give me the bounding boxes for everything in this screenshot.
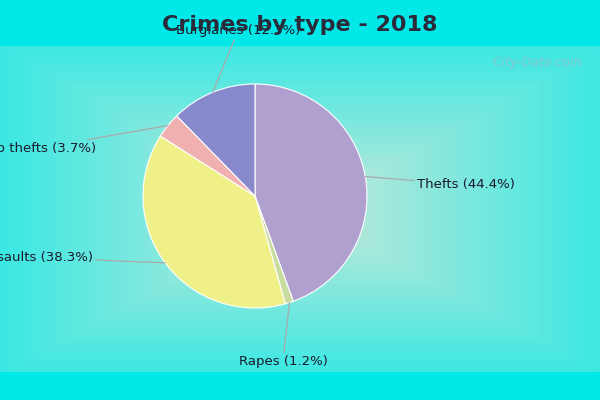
Text: Auto thefts (3.7%): Auto thefts (3.7%): [0, 126, 168, 156]
Text: Assaults (38.3%): Assaults (38.3%): [0, 251, 165, 264]
Wedge shape: [255, 196, 293, 304]
Wedge shape: [177, 84, 255, 196]
Text: Crimes by type - 2018: Crimes by type - 2018: [162, 15, 438, 35]
Text: Thefts (44.4%): Thefts (44.4%): [365, 176, 515, 191]
Wedge shape: [160, 116, 255, 196]
Wedge shape: [255, 84, 367, 301]
Text: City-Data.com: City-Data.com: [485, 56, 582, 69]
Text: Rapes (1.2%): Rapes (1.2%): [239, 303, 328, 368]
Text: Burglaries (12.3%): Burglaries (12.3%): [176, 24, 301, 92]
Wedge shape: [143, 136, 285, 308]
